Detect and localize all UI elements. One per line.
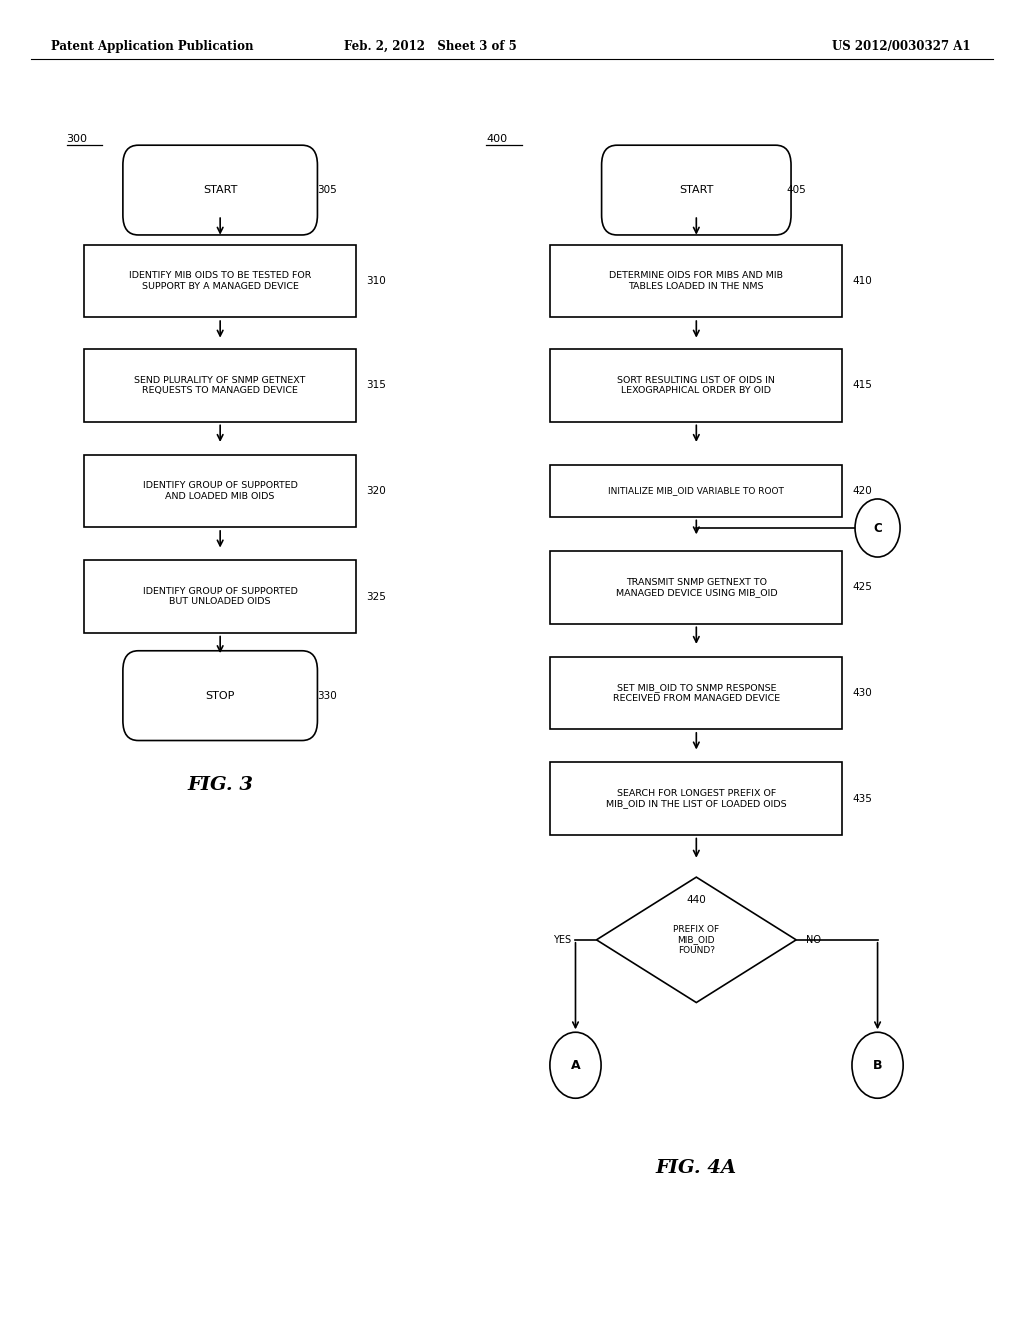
Text: IDENTIFY GROUP OF SUPPORTED
BUT UNLOADED OIDS: IDENTIFY GROUP OF SUPPORTED BUT UNLOADED…	[142, 587, 298, 606]
Text: 430: 430	[852, 688, 872, 698]
Text: 425: 425	[852, 582, 872, 593]
Text: PREFIX OF
MIB_OID
FOUND?: PREFIX OF MIB_OID FOUND?	[673, 925, 720, 954]
Text: B: B	[872, 1059, 883, 1072]
Text: 405: 405	[786, 185, 806, 195]
FancyBboxPatch shape	[551, 657, 842, 729]
FancyBboxPatch shape	[84, 560, 356, 632]
Text: 310: 310	[367, 276, 386, 286]
Text: 330: 330	[317, 690, 337, 701]
FancyBboxPatch shape	[84, 348, 356, 422]
Circle shape	[550, 1032, 601, 1098]
FancyBboxPatch shape	[551, 465, 842, 517]
Text: Feb. 2, 2012   Sheet 3 of 5: Feb. 2, 2012 Sheet 3 of 5	[344, 40, 516, 53]
Text: 305: 305	[317, 185, 337, 195]
Text: START: START	[679, 185, 714, 195]
FancyBboxPatch shape	[123, 651, 317, 741]
Text: US 2012/0030327 A1: US 2012/0030327 A1	[831, 40, 971, 53]
FancyBboxPatch shape	[551, 348, 842, 422]
Text: 315: 315	[367, 380, 386, 391]
Text: Patent Application Publication: Patent Application Publication	[51, 40, 254, 53]
Text: 320: 320	[367, 486, 386, 496]
Text: C: C	[873, 521, 882, 535]
Text: SORT RESULTING LIST OF OIDS IN
LEXOGRAPHICAL ORDER BY OID: SORT RESULTING LIST OF OIDS IN LEXOGRAPH…	[617, 376, 775, 395]
Text: FIG. 3: FIG. 3	[187, 776, 253, 795]
Circle shape	[852, 1032, 903, 1098]
Circle shape	[855, 499, 900, 557]
FancyBboxPatch shape	[551, 244, 842, 317]
Text: A: A	[570, 1059, 581, 1072]
Text: 400: 400	[486, 133, 508, 144]
Text: 420: 420	[852, 486, 872, 496]
FancyBboxPatch shape	[551, 763, 842, 836]
Text: 435: 435	[852, 793, 872, 804]
Text: SEND PLURALITY OF SNMP GETNEXT
REQUESTS TO MANAGED DEVICE: SEND PLURALITY OF SNMP GETNEXT REQUESTS …	[134, 376, 306, 395]
FancyBboxPatch shape	[84, 244, 356, 317]
Text: 325: 325	[367, 591, 386, 602]
Text: START: START	[203, 185, 238, 195]
FancyBboxPatch shape	[123, 145, 317, 235]
Text: IDENTIFY MIB OIDS TO BE TESTED FOR
SUPPORT BY A MANAGED DEVICE: IDENTIFY MIB OIDS TO BE TESTED FOR SUPPO…	[129, 272, 311, 290]
Text: STOP: STOP	[206, 690, 234, 701]
Text: DETERMINE OIDS FOR MIBS AND MIB
TABLES LOADED IN THE NMS: DETERMINE OIDS FOR MIBS AND MIB TABLES L…	[609, 272, 783, 290]
Text: NO: NO	[807, 935, 821, 945]
Text: SEARCH FOR LONGEST PREFIX OF
MIB_OID IN THE LIST OF LOADED OIDS: SEARCH FOR LONGEST PREFIX OF MIB_OID IN …	[606, 789, 786, 808]
Text: YES: YES	[553, 935, 571, 945]
Polygon shape	[596, 878, 797, 1003]
Text: 440: 440	[686, 895, 706, 906]
Text: 410: 410	[852, 276, 872, 286]
FancyBboxPatch shape	[551, 550, 842, 623]
Text: IDENTIFY GROUP OF SUPPORTED
AND LOADED MIB OIDS: IDENTIFY GROUP OF SUPPORTED AND LOADED M…	[142, 482, 298, 500]
Text: 415: 415	[852, 380, 872, 391]
FancyBboxPatch shape	[602, 145, 791, 235]
Text: SET MIB_OID TO SNMP RESPONSE
RECEIVED FROM MANAGED DEVICE: SET MIB_OID TO SNMP RESPONSE RECEIVED FR…	[612, 684, 780, 702]
Text: 300: 300	[67, 133, 88, 144]
Text: FIG. 4A: FIG. 4A	[655, 1159, 737, 1177]
Text: TRANSMIT SNMP GETNEXT TO
MANAGED DEVICE USING MIB_OID: TRANSMIT SNMP GETNEXT TO MANAGED DEVICE …	[615, 578, 777, 597]
FancyBboxPatch shape	[84, 454, 356, 527]
Text: INITIALIZE MIB_OID VARIABLE TO ROOT: INITIALIZE MIB_OID VARIABLE TO ROOT	[608, 487, 784, 495]
